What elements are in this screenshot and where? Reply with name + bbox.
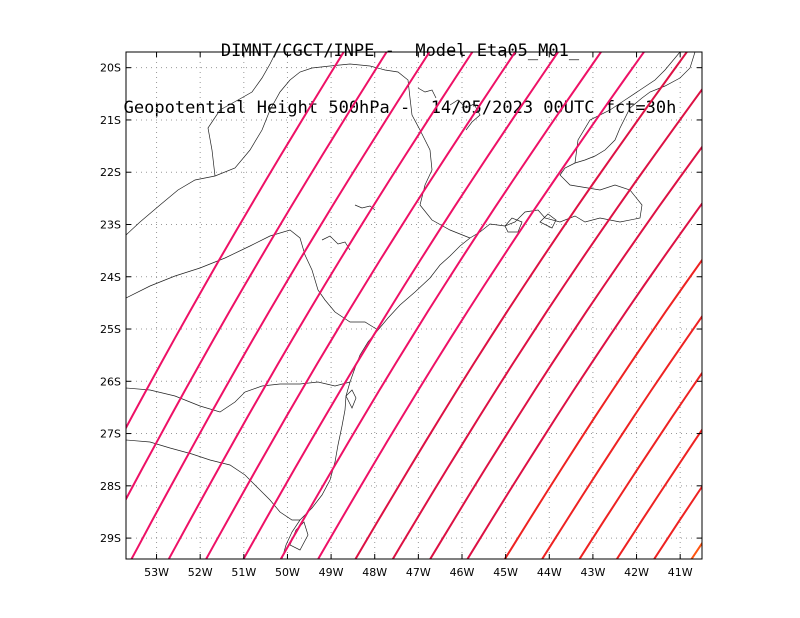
height-contours <box>126 0 800 599</box>
height-contour <box>702 0 800 599</box>
height-contour <box>242 52 560 559</box>
lon-label: 51W <box>231 566 256 579</box>
island-ilhabela <box>504 217 523 233</box>
height-contour <box>205 52 517 559</box>
axis-ticks <box>126 52 702 559</box>
state-border-sp-pr <box>126 229 379 331</box>
island-florianopolis <box>345 389 357 409</box>
height-contour <box>130 52 431 559</box>
height-contour <box>739 0 800 599</box>
lat-label: 22S <box>100 166 121 179</box>
height-contour <box>541 314 702 559</box>
lat-label: 29S <box>100 532 121 545</box>
longitude-axis-labels: 53W 52W 51W 50W 49W 48W 47W 46W 45W 44W 43W 42W 41W <box>144 566 693 579</box>
height-contour <box>126 52 388 502</box>
state-border-mg-sp <box>126 63 471 239</box>
height-contour <box>615 428 702 559</box>
coastline <box>281 52 696 559</box>
height-contour <box>429 145 702 559</box>
lon-label: 49W <box>319 566 344 579</box>
height-contour <box>776 0 800 599</box>
graticule <box>126 52 702 559</box>
plot-frame <box>125 51 703 560</box>
lon-label: 47W <box>406 566 431 579</box>
lat-label: 27S <box>100 428 121 441</box>
lon-label: 52W <box>188 566 213 579</box>
reservoir-1 <box>449 99 481 131</box>
reservoir-4 <box>417 87 437 99</box>
lon-label: 43W <box>580 566 605 579</box>
es-border <box>574 52 681 164</box>
lon-label: 41W <box>668 566 693 579</box>
height-contour <box>167 52 474 559</box>
bay-guanabara <box>539 213 557 229</box>
lon-label: 48W <box>362 566 387 579</box>
height-contour <box>391 87 702 559</box>
coastline-and-borders <box>126 52 696 559</box>
lat-label: 24S <box>100 271 121 284</box>
lon-label: 42W <box>624 566 649 579</box>
height-contour <box>503 258 702 559</box>
lat-label: 26S <box>100 375 121 388</box>
height-contour <box>466 201 702 559</box>
height-contour <box>653 484 702 559</box>
lat-label: 21S <box>100 114 121 127</box>
lon-label: 44W <box>537 566 562 579</box>
height-contour <box>317 52 646 559</box>
lon-label: 53W <box>144 566 169 579</box>
lat-label: 25S <box>100 323 121 336</box>
lon-label: 46W <box>450 566 475 579</box>
mg-interior-border <box>207 52 277 177</box>
state-border-pr-sc <box>126 381 351 413</box>
map-area <box>126 0 800 599</box>
lon-label: 45W <box>493 566 518 579</box>
height-contour <box>126 52 345 430</box>
height-contour <box>578 371 702 559</box>
height-contour <box>354 52 689 559</box>
lon-label: 50W <box>275 566 300 579</box>
height-contour <box>690 541 702 559</box>
latitude-axis-labels: 20S 21S 22S 23S 24S 25S 26S 27S 28S 29S <box>100 62 121 545</box>
lat-label: 23S <box>100 218 121 231</box>
state-border-sc-rs <box>126 439 300 521</box>
reservoir-2 <box>321 235 351 251</box>
lat-label: 28S <box>100 480 121 493</box>
height-contour <box>279 52 603 559</box>
lat-label: 20S <box>100 62 121 75</box>
